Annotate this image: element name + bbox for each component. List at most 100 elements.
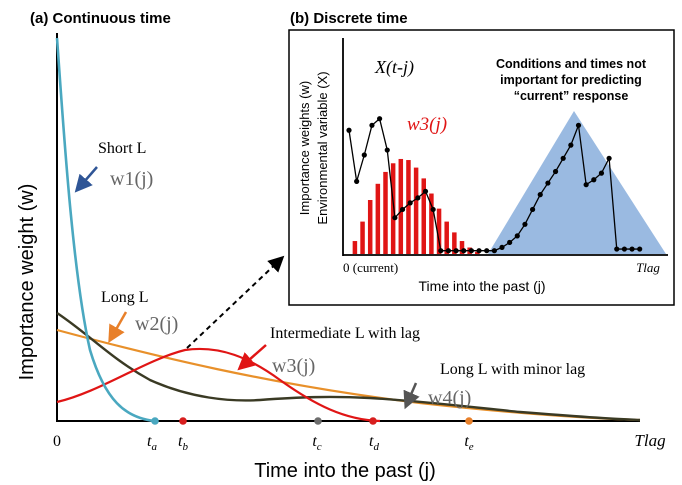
label-te: te (464, 433, 473, 453)
annot-short-l: Short L (98, 140, 146, 157)
panel-b-x-end: Tlag (636, 260, 660, 275)
weight-bar (406, 160, 411, 254)
weight-bar (452, 232, 457, 254)
note-line-1: Conditions and times not (496, 57, 647, 71)
x-series-point (346, 127, 352, 133)
x-series-point (598, 170, 605, 176)
panel-b-note: Conditions and times not important for p… (496, 57, 647, 103)
panel-a-heading: (a) Continuous time (30, 10, 171, 27)
arrow-intermediate (237, 344, 267, 371)
x-series-point (430, 206, 436, 213)
weight-bar (383, 171, 388, 254)
x-series-point (522, 221, 528, 227)
x-series-point (614, 246, 620, 252)
x-series-point (491, 248, 497, 254)
arrow-to-panel-b (186, 255, 285, 349)
x-series-point (369, 122, 375, 128)
x-series-point (537, 192, 543, 198)
x-series-point (545, 180, 551, 186)
annot-long-l: Long L (101, 289, 149, 306)
label-td: td (369, 433, 379, 453)
annot-w3: w3(j) (272, 355, 315, 377)
weight-bar (375, 183, 381, 254)
label-ta: ta (147, 433, 157, 453)
x-end-label: Tlag (634, 431, 665, 450)
mark-td-dot (369, 417, 377, 425)
arrow-short-l (74, 166, 98, 193)
x-series-point (461, 248, 467, 254)
annot-intermediate: Intermediate L with lag (270, 325, 420, 342)
x-series-point (468, 248, 474, 254)
x-series-point (560, 155, 566, 161)
weight-bar (459, 241, 465, 254)
y-axis-label: Importance weight (w) (16, 184, 38, 381)
curve-w4 (56, 312, 641, 422)
mark-ta-dot (151, 417, 159, 425)
arrow-long-l (108, 311, 128, 344)
weight-bar (475, 251, 480, 254)
x-series-point (552, 168, 559, 175)
panel-b-x-start: 0 (current) (343, 260, 398, 275)
x-series-point (407, 200, 413, 206)
curve-w3 (56, 347, 381, 423)
x-axis-label: Time into the past (j) (254, 460, 436, 482)
weight-bar (352, 241, 358, 254)
x-series-point (637, 246, 643, 252)
x-series-point (453, 248, 459, 254)
note-line-3: “current” response (514, 89, 629, 103)
annot-long-minor: Long L with minor lag (440, 361, 585, 378)
x-series-point (621, 246, 628, 252)
x-series-point (399, 206, 406, 213)
note-line-2: important for predicting (500, 73, 642, 87)
x-series-point (377, 116, 383, 122)
x-series-point (354, 178, 360, 184)
x-series-point (499, 244, 505, 250)
x-series-point (514, 233, 520, 239)
panel-b: (b) Discrete time Importance weights (w)… (288, 10, 675, 306)
weight-bar (360, 221, 365, 254)
label-tc: tc (312, 433, 321, 453)
x-series-point (445, 248, 452, 254)
x-series-point (384, 147, 390, 153)
panel-b-y-label-1: Importance weights (w) (297, 81, 312, 215)
label-tb: tb (178, 433, 188, 453)
x-series-point (530, 206, 536, 213)
x-series-point (568, 142, 574, 148)
x-series-point (392, 215, 398, 221)
x-start-label: 0 (53, 433, 61, 450)
x-series-point (415, 195, 421, 201)
arrow-long-minor (403, 382, 420, 410)
x-series-point (484, 248, 490, 254)
x-series-point (507, 239, 513, 246)
weight-bars (352, 158, 480, 254)
weight-bar (421, 178, 426, 254)
x-series-point (575, 122, 582, 128)
annot-w4: w4(j) (428, 387, 471, 409)
weight-bar (413, 167, 419, 254)
x-series (346, 116, 643, 254)
weights-label: w3(j) (407, 114, 447, 135)
weight-bar (367, 200, 373, 254)
annot-w1: w1(j) (110, 168, 153, 190)
panel-b-heading: (b) Discrete time (290, 10, 408, 27)
weight-bar (444, 221, 449, 254)
weight-bar (429, 193, 434, 254)
x-series-point (583, 182, 589, 188)
x-series-point (591, 177, 597, 183)
series-x-label: X(t-j) (374, 57, 414, 78)
x-series-point (476, 248, 482, 254)
x-series-point (606, 155, 612, 161)
x-series-point (438, 248, 444, 254)
x-series-point (629, 246, 635, 252)
time-mark-labels: ta tb tc td te (147, 433, 474, 453)
x-series-point (422, 188, 429, 194)
unimportant-region (488, 111, 666, 254)
x-series-point (361, 152, 367, 158)
panel-b-y-label-2: Environmental variable (X) (315, 71, 330, 224)
panel-a: (a) Continuous time Importance weight (w… (16, 10, 666, 482)
panel-b-x-label: Time into the past (j) (418, 278, 545, 294)
mark-tc-dot (314, 417, 322, 425)
mark-te-dot (465, 417, 473, 425)
mark-tb-dot (179, 417, 187, 425)
